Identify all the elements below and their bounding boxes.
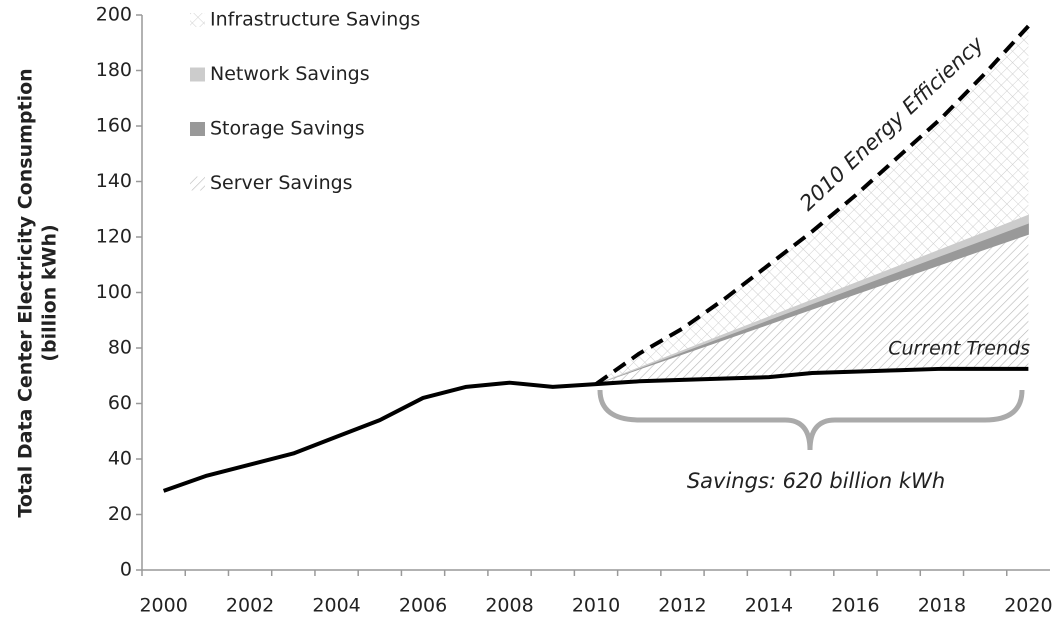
x-tick-label: 2008 — [485, 595, 533, 617]
y-tick-label: 80 — [108, 337, 132, 359]
y-axis-label: Total Data Center Electricity Consumptio… — [15, 68, 37, 517]
x-tick-label: 2006 — [399, 595, 447, 617]
legend-label: Network Savings — [210, 63, 370, 85]
x-tick-label: 2002 — [226, 595, 274, 617]
y-tick-label: 40 — [108, 448, 132, 470]
legend-swatch — [190, 122, 205, 136]
y-tick-label: 140 — [96, 170, 132, 192]
annotation: Savings: 620 billion kWh — [687, 469, 945, 493]
x-tick-label: 2016 — [831, 595, 879, 617]
legend-swatch — [190, 13, 205, 27]
area — [596, 26, 1029, 385]
legend-swatch — [190, 67, 205, 82]
x-tick-label: 2004 — [312, 595, 360, 617]
y-tick-label: 160 — [96, 115, 132, 137]
x-tick-label: 2018 — [918, 595, 966, 617]
area — [595, 214, 1029, 385]
line-label: Current Trends — [888, 337, 1030, 359]
legend-label: Infrastructure Savings — [210, 9, 420, 31]
y-tick-label: 100 — [96, 281, 132, 303]
y-tick-label: 60 — [108, 392, 132, 414]
legend-label: Server Savings — [210, 172, 353, 194]
y-tick-label: 200 — [96, 4, 132, 26]
x-tick-label: 2010 — [572, 595, 620, 617]
y-tick-label: 20 — [108, 503, 132, 525]
line — [594, 24, 1030, 386]
x-tick-label: 2020 — [1004, 595, 1052, 617]
x-tick-label: 2000 — [139, 595, 187, 617]
y-axis-label: (billion kWh) — [39, 224, 61, 361]
savings-brace — [597, 389, 1025, 451]
x-tick-label: 2012 — [658, 595, 706, 617]
y-tick-label: 120 — [96, 226, 132, 248]
legend-label: Storage Savings — [210, 118, 365, 140]
legend-swatch — [190, 176, 205, 191]
x-tick-label: 2014 — [745, 595, 793, 617]
y-tick-label: 180 — [96, 59, 132, 81]
y-tick-label: 0 — [120, 559, 132, 581]
